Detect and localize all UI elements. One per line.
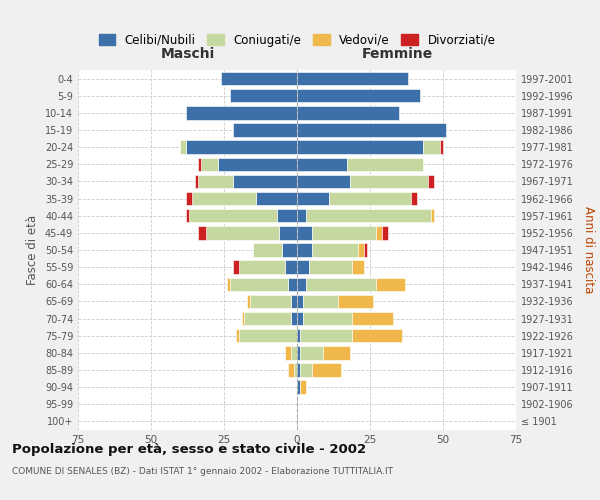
Bar: [306, 209, 431, 222]
Bar: [297, 72, 408, 86]
Bar: [233, 174, 297, 188]
Bar: [358, 244, 364, 256]
Bar: [303, 294, 338, 308]
Bar: [286, 260, 297, 274]
Bar: [233, 124, 297, 136]
Bar: [230, 89, 297, 102]
Bar: [428, 174, 434, 188]
Bar: [195, 174, 198, 188]
Bar: [311, 226, 376, 239]
Bar: [297, 244, 311, 256]
Bar: [352, 329, 402, 342]
Bar: [297, 260, 308, 274]
Bar: [323, 346, 350, 360]
Bar: [206, 226, 280, 239]
Bar: [236, 329, 239, 342]
Bar: [300, 329, 352, 342]
Bar: [297, 174, 350, 188]
Bar: [300, 346, 323, 360]
Bar: [198, 174, 233, 188]
Bar: [364, 244, 367, 256]
Bar: [297, 106, 399, 120]
Bar: [350, 174, 428, 188]
Bar: [297, 278, 306, 291]
Bar: [250, 294, 291, 308]
Bar: [186, 106, 297, 120]
Bar: [376, 226, 382, 239]
Bar: [297, 226, 311, 239]
Bar: [297, 329, 300, 342]
Bar: [347, 158, 422, 171]
Bar: [239, 260, 286, 274]
Text: Maschi: Maschi: [160, 47, 215, 61]
Bar: [200, 158, 218, 171]
Bar: [253, 244, 283, 256]
Legend: Celibi/Nubili, Coniugati/e, Vedovi/e, Divorziati/e: Celibi/Nubili, Coniugati/e, Vedovi/e, Di…: [94, 29, 500, 52]
Bar: [247, 294, 250, 308]
Bar: [382, 226, 388, 239]
Bar: [291, 346, 297, 360]
Bar: [352, 260, 364, 274]
Bar: [297, 89, 419, 102]
Bar: [221, 72, 297, 86]
Bar: [306, 278, 376, 291]
Bar: [338, 294, 373, 308]
Bar: [297, 192, 329, 205]
Bar: [189, 209, 277, 222]
Bar: [256, 192, 297, 205]
Bar: [180, 140, 186, 154]
Bar: [431, 209, 434, 222]
Bar: [288, 364, 294, 376]
Bar: [218, 158, 297, 171]
Y-axis label: Anni di nascita: Anni di nascita: [581, 206, 595, 294]
Bar: [311, 364, 341, 376]
Bar: [198, 226, 206, 239]
Bar: [239, 329, 297, 342]
Bar: [294, 364, 297, 376]
Bar: [186, 209, 189, 222]
Bar: [242, 312, 244, 326]
Bar: [283, 244, 297, 256]
Bar: [286, 346, 291, 360]
Bar: [440, 140, 443, 154]
Bar: [233, 260, 239, 274]
Bar: [422, 140, 440, 154]
Y-axis label: Fasce di età: Fasce di età: [26, 215, 39, 285]
Bar: [297, 209, 306, 222]
Bar: [308, 260, 352, 274]
Bar: [303, 312, 352, 326]
Bar: [297, 158, 347, 171]
Bar: [297, 364, 300, 376]
Bar: [297, 124, 446, 136]
Bar: [291, 294, 297, 308]
Bar: [280, 226, 297, 239]
Bar: [376, 278, 405, 291]
Bar: [291, 312, 297, 326]
Bar: [297, 346, 300, 360]
Bar: [297, 312, 303, 326]
Text: COMUNE DI SENALES (BZ) - Dati ISTAT 1° gennaio 2002 - Elaborazione TUTTITALIA.IT: COMUNE DI SENALES (BZ) - Dati ISTAT 1° g…: [12, 468, 393, 476]
Bar: [288, 278, 297, 291]
Text: Popolazione per età, sesso e stato civile - 2002: Popolazione per età, sesso e stato civil…: [12, 442, 366, 456]
Bar: [300, 380, 306, 394]
Bar: [186, 140, 297, 154]
Bar: [230, 278, 288, 291]
Bar: [244, 312, 291, 326]
Bar: [300, 364, 311, 376]
Bar: [297, 294, 303, 308]
Bar: [186, 192, 192, 205]
Bar: [411, 192, 417, 205]
Bar: [352, 312, 394, 326]
Bar: [329, 192, 411, 205]
Bar: [227, 278, 230, 291]
Bar: [192, 192, 256, 205]
Text: Femmine: Femmine: [362, 47, 433, 61]
Bar: [297, 380, 300, 394]
Bar: [277, 209, 297, 222]
Bar: [311, 244, 358, 256]
Bar: [198, 158, 200, 171]
Bar: [297, 140, 422, 154]
